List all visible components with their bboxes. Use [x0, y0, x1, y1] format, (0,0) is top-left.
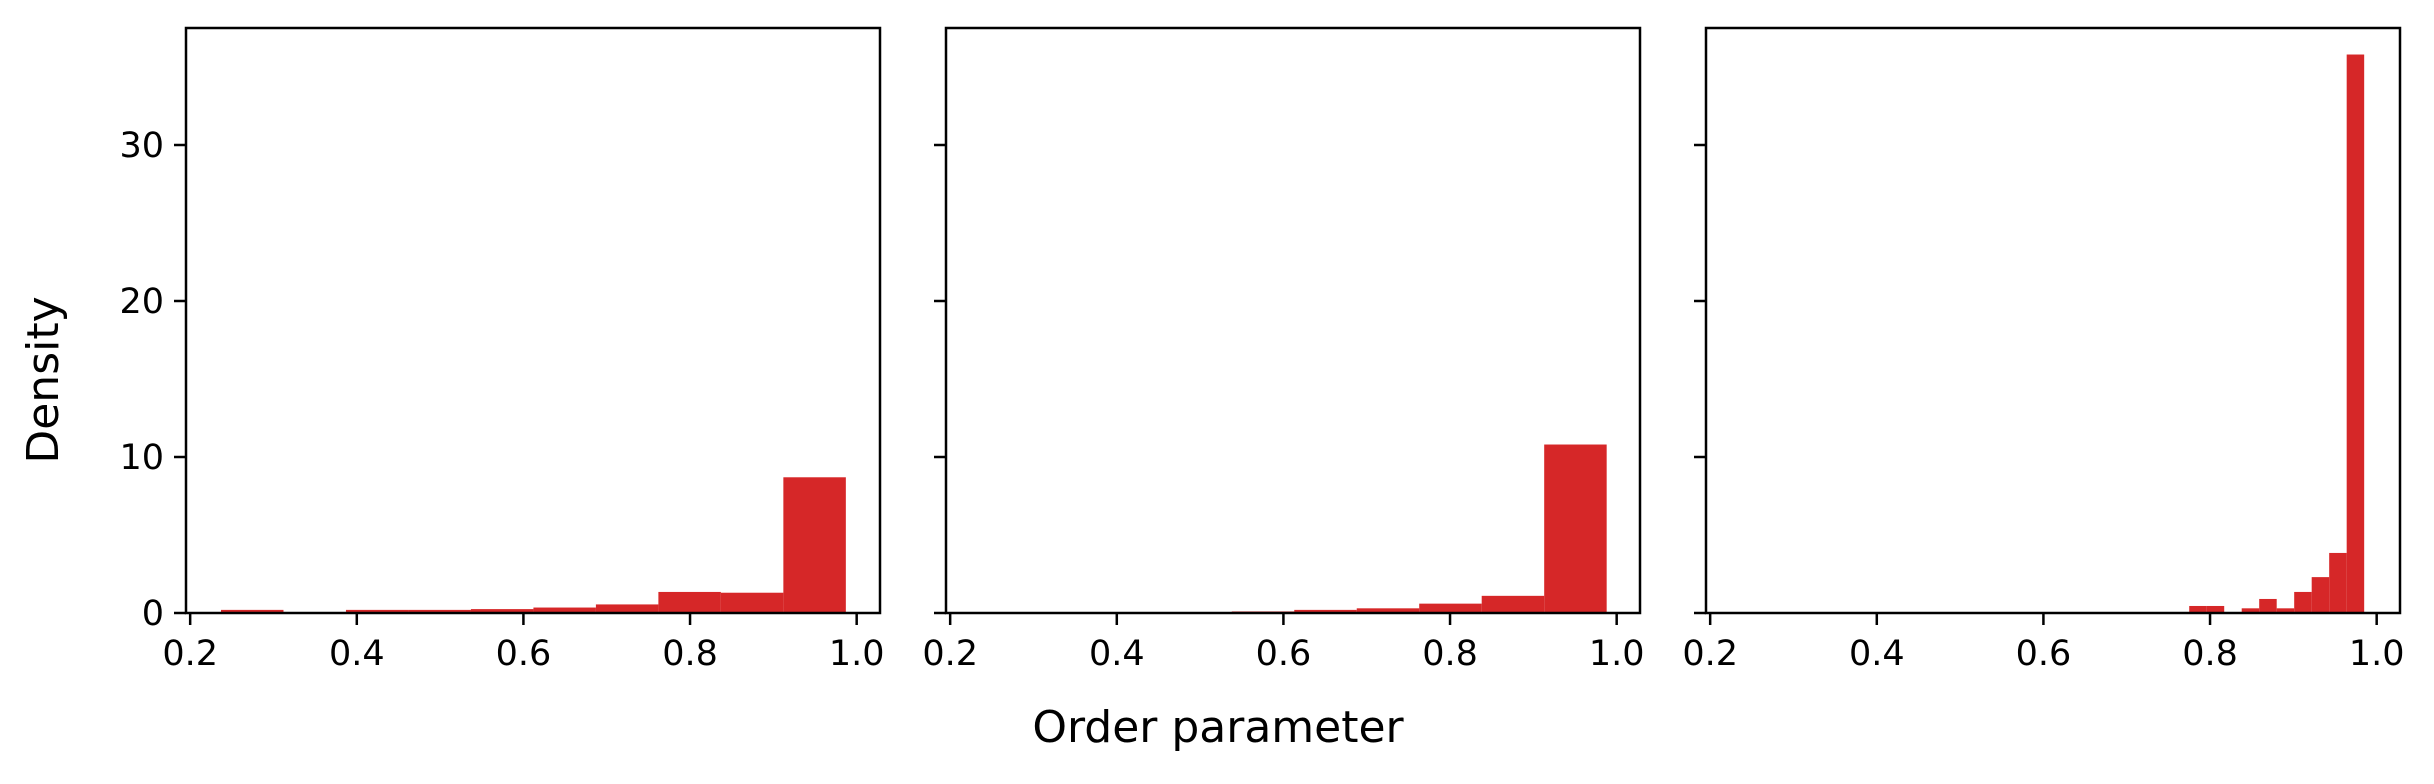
panel-3-x-tick-label: 0.8 — [2182, 634, 2238, 674]
panel-1-bar-7 — [595, 604, 659, 613]
panel-3-bar-9 — [2329, 552, 2347, 613]
panel-1-bar-1 — [220, 609, 284, 613]
y-tick-label: 10 — [119, 438, 164, 478]
panel-3-bar-7 — [2294, 591, 2312, 613]
panel-3-x-tick-label: 0.2 — [1682, 634, 1738, 674]
panel-1-x-tick-label: 0.8 — [662, 634, 718, 674]
panel-1-x-tick-label: 0.6 — [496, 634, 552, 674]
panel-1-bar-5 — [470, 609, 534, 613]
panel-3-bar-8 — [2311, 577, 2330, 613]
panel-2-bar-2 — [1294, 609, 1357, 613]
panel-2-bar-3 — [1356, 608, 1420, 613]
panel-2-bar-5 — [1481, 595, 1545, 613]
y-tick-label: 30 — [119, 126, 164, 166]
panel-1-x-tick-label: 0.2 — [162, 634, 218, 674]
panel-2-bar-4 — [1419, 603, 1482, 613]
y-tick-label: 0 — [142, 594, 164, 634]
panel-1-bar-9 — [720, 592, 784, 613]
panel-3-x-tick-label: 0.4 — [1849, 634, 1905, 674]
panel-3-bar-4 — [2241, 608, 2260, 613]
panel-3-x-tick-label: 0.6 — [2016, 634, 2072, 674]
panel-3-bar-2 — [2206, 605, 2225, 613]
panel-2-x-tick-label: 0.6 — [1256, 634, 1312, 674]
panel-2-x-tick-label: 0.4 — [1089, 634, 1145, 674]
x-axis-label: Order parameter — [1032, 702, 1404, 753]
panel-3-bar-6 — [2276, 608, 2295, 613]
panel-3-bar-10 — [2346, 54, 2365, 613]
panel-2-axes-frame — [944, 26, 1642, 615]
panel-2-x-tick-label: 1.0 — [1589, 634, 1645, 674]
panel-1-bar-6 — [533, 607, 596, 613]
panel-2-bar-6 — [1544, 444, 1607, 613]
panel-1-x-tick-label: 1.0 — [829, 634, 885, 674]
panel-1-bar-3 — [345, 609, 409, 613]
panel-3-x-tick-label: 1.0 — [2349, 634, 2405, 674]
panel-3-axes-frame — [1704, 26, 2402, 615]
panel-1-axes-frame — [184, 26, 882, 615]
panel-2-x-tick-label: 0.8 — [1422, 634, 1478, 674]
y-tick-label: 20 — [119, 282, 164, 322]
y-axis-label: Density — [18, 296, 69, 463]
panel-1-x-tick-label: 0.4 — [329, 634, 385, 674]
panel-1-bar-8 — [658, 591, 721, 613]
panel-1-bar-4 — [408, 609, 471, 613]
panel-3-bar-1 — [2189, 605, 2207, 613]
panel-1-bar-10 — [783, 477, 846, 613]
panel-3-bar-5 — [2259, 598, 2277, 613]
panel-2-x-tick-label: 0.2 — [922, 634, 978, 674]
